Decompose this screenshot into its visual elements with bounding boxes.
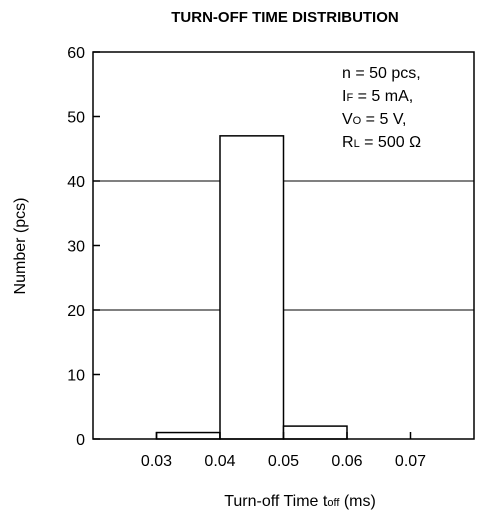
x-tick-label: 0.06 — [331, 453, 362, 470]
test-conditions: n = 50 pcs, IF = 5 mA, VO = 5 V, RL = 500 Ω — [342, 65, 421, 151]
y-tick-label: 40 — [67, 174, 85, 191]
histogram-bar — [155, 431, 221, 440]
x-tick-label: 0.07 — [395, 453, 426, 470]
y-tick-label: 0 — [76, 432, 85, 449]
x-axis-label-main: Turn-off Time — [224, 493, 323, 510]
y-tick-label: 30 — [67, 239, 85, 256]
y-tick-label: 20 — [67, 303, 85, 320]
x-axis-label: Turn-off Time toff (ms) — [224, 493, 376, 510]
condition-line: RL = 500 Ω — [342, 134, 421, 151]
x-axis-label-symbol: t — [323, 493, 328, 510]
histogram-bar — [219, 135, 285, 440]
ticks: 0 10 20 30 40 50 60 0.03 0.04 0.05 0.06 0.07 — [67, 45, 426, 470]
chart-title: TURN-OFF TIME DISTRIBUTION — [171, 9, 398, 26]
y-axis-label: Number (pcs) — [12, 198, 29, 295]
x-tick-label: 0.05 — [268, 453, 299, 470]
x-tick-label: 0.03 — [141, 453, 172, 470]
y-tick-label: 10 — [67, 368, 85, 385]
histogram-bar — [282, 425, 348, 440]
x-axis-label-subscript: off — [327, 497, 340, 509]
bars — [155, 135, 348, 440]
condition-line: VO = 5 V, — [342, 111, 406, 128]
y-tick-label: 60 — [67, 45, 85, 62]
y-tick-label: 50 — [67, 110, 85, 127]
x-tick-label: 0.04 — [204, 453, 235, 470]
condition-line: IF = 5 mA, — [342, 88, 413, 105]
condition-line: n = 50 pcs, — [342, 65, 421, 82]
x-axis-label-unit: (ms) — [339, 493, 375, 510]
